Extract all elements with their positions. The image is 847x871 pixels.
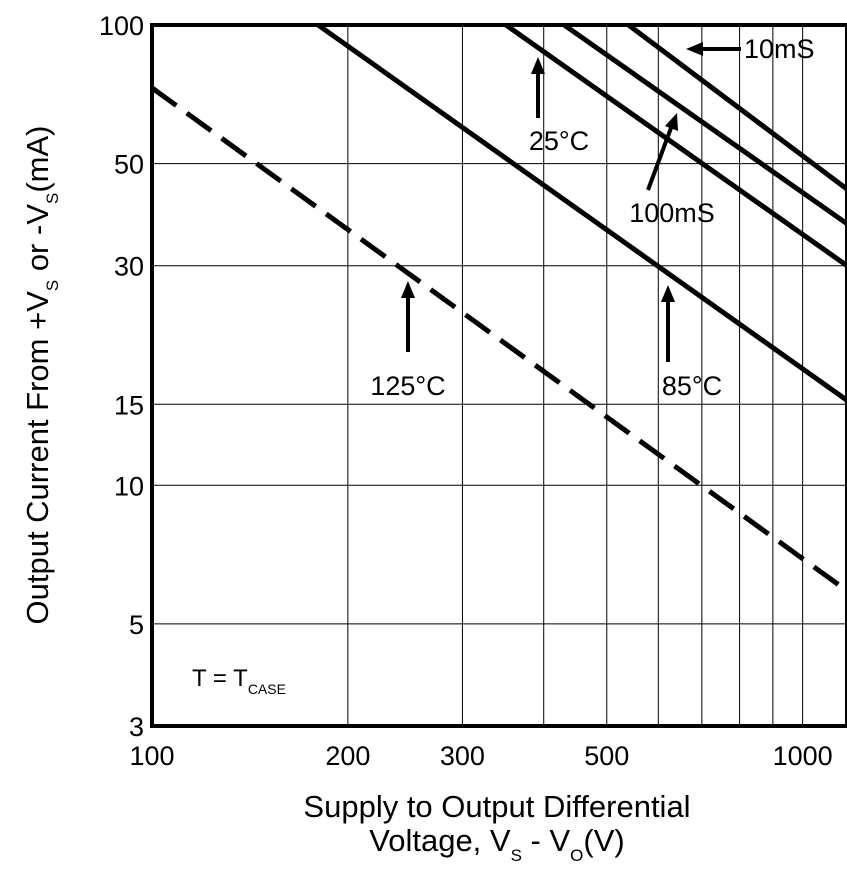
x-tick-label: 500 (584, 741, 629, 771)
series-line-125c (150, 85, 847, 593)
grid-layer (151, 24, 847, 727)
annotation-100ms-label: 100mS (629, 198, 715, 228)
annotation-85c-arrow-head (661, 285, 675, 302)
annotation-100ms-arrow-shaft (646, 127, 673, 191)
x-tick-label: 1000 (773, 741, 833, 771)
series-line-25c (504, 22, 847, 268)
x-tick-label: 200 (325, 741, 370, 771)
y-tick-label: 10 (114, 471, 144, 501)
series-line-10ms (627, 23, 847, 192)
y-tick-label: 100 (99, 11, 144, 41)
tick-layer: 100 200 300 500 1000 3 5 10 15 30 50 100 (99, 11, 833, 771)
annotation-10ms-arrow-head (686, 42, 703, 56)
x-tick-label: 100 (129, 741, 174, 771)
annotation-10ms-label: 10mS (744, 34, 815, 64)
annotation-125c-arrow-head (401, 281, 415, 298)
annotation-25c-label: 25°C (529, 126, 589, 156)
plot-frame (150, 23, 847, 728)
y-axis-label: Output Current From +VS or -VS(mA) (20, 125, 62, 624)
series-line-85c (316, 22, 847, 403)
y-tick-label: 30 (114, 252, 144, 282)
x-axis-label-line2: Voltage, VS - VO(V) (369, 823, 624, 865)
y-tick-label: 50 (114, 150, 144, 180)
series-line-100ms (562, 22, 847, 226)
series-layer (150, 22, 847, 593)
annotation-85c-label: 85°C (662, 371, 722, 401)
x-tick-label: 300 (440, 741, 485, 771)
annotation-100ms-arrow-head (665, 113, 678, 131)
annotation-125c-label: 125°C (370, 371, 445, 401)
annotation-layer: 10mS 25°C 100mS 125°C 85°C (370, 34, 814, 401)
annotation-25c-arrow-head (531, 57, 545, 74)
y-tick-label: 3 (129, 712, 144, 742)
y-tick-label: 5 (129, 610, 144, 640)
x-axis-label-line1: Supply to Output Differential (303, 789, 690, 824)
y-tick-label: 15 (114, 390, 144, 420)
case-temperature-note: T = TCASE (192, 665, 286, 697)
